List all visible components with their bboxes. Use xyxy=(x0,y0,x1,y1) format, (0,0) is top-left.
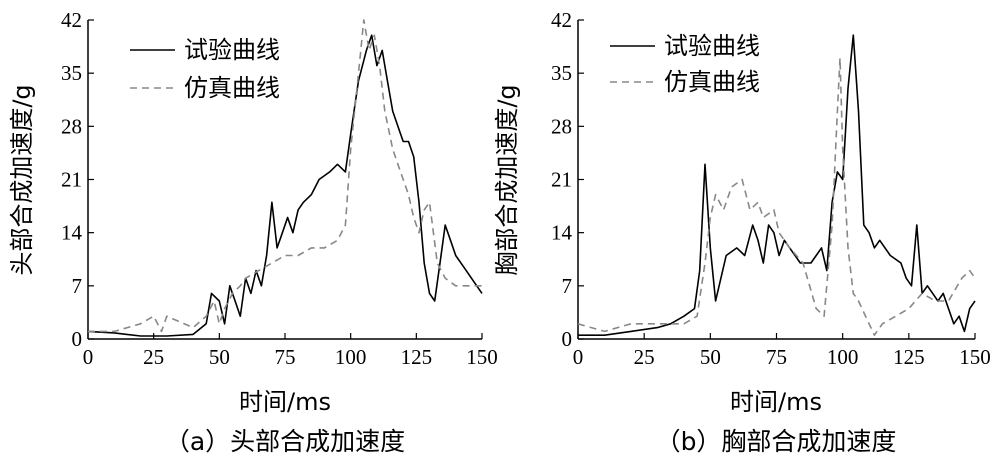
y-tick-label: 28 xyxy=(551,114,572,138)
chart-caption: （b）胸部合成加速度 xyxy=(656,427,897,456)
series-line-test xyxy=(87,34,483,337)
x-axis-label: 时间/ms xyxy=(239,388,331,416)
y-tick-label: 7 xyxy=(562,274,573,298)
chart-a-series xyxy=(87,19,483,337)
x-tick-label: 125 xyxy=(893,345,925,369)
x-tick-label: 25 xyxy=(143,345,164,369)
x-tick-label: 50 xyxy=(209,345,230,369)
y-tick-label: 0 xyxy=(562,327,573,351)
series-line-simulation xyxy=(88,19,482,333)
y-tick-label: 14 xyxy=(61,221,83,245)
y-tick-label: 21 xyxy=(61,168,82,192)
x-tick-label: 75 xyxy=(766,345,787,369)
x-tick-label: 150 xyxy=(959,345,991,369)
x-tick-label: 100 xyxy=(335,345,367,369)
y-tick-label: 42 xyxy=(551,8,572,32)
y-tick-label: 21 xyxy=(551,168,572,192)
series-line-test xyxy=(578,34,976,337)
x-tick-label: 75 xyxy=(275,345,296,369)
y-tick-label: 35 xyxy=(61,61,82,85)
x-tick-label: 25 xyxy=(634,345,655,369)
legend-label-sim: 仿真曲线 xyxy=(664,68,760,96)
x-tick-label: 0 xyxy=(573,345,584,369)
legend-label-sim: 仿真曲线 xyxy=(184,74,280,102)
chart-caption: （a）头部合成加速度 xyxy=(165,427,405,456)
y-tick-label: 14 xyxy=(551,221,573,245)
chart-b-series xyxy=(577,34,976,337)
y-tick-label: 28 xyxy=(61,114,82,138)
y-tick-label: 42 xyxy=(61,8,82,32)
y-tick-label: 7 xyxy=(72,274,83,298)
y-axis-label: 胸部合成加速度/g xyxy=(493,84,521,275)
chart-a-x-ticks: 0 25 50 75 100 125 150 xyxy=(83,333,498,369)
chart-b-x-ticks: 0 25 50 75 100 125 150 xyxy=(573,333,991,369)
x-tick-label: 0 xyxy=(83,345,94,369)
x-tick-label: 150 xyxy=(466,345,498,369)
x-tick-label: 100 xyxy=(827,345,859,369)
x-tick-label: 125 xyxy=(401,345,433,369)
legend-label-test: 试验曲线 xyxy=(664,32,760,60)
chart-b-y-ticks: 0 7 14 21 28 35 42 xyxy=(551,8,584,351)
chart-a-y-ticks: 0 7 14 21 28 35 42 xyxy=(61,8,94,351)
series-line-simulation xyxy=(577,57,976,337)
y-axis-label: 头部合成加速度/g xyxy=(8,84,36,275)
legend-label-test: 试验曲线 xyxy=(184,36,280,64)
x-tick-label: 50 xyxy=(700,345,721,369)
y-tick-label: 35 xyxy=(551,61,572,85)
y-tick-label: 0 xyxy=(72,327,83,351)
x-axis-label: 时间/ms xyxy=(730,388,822,416)
